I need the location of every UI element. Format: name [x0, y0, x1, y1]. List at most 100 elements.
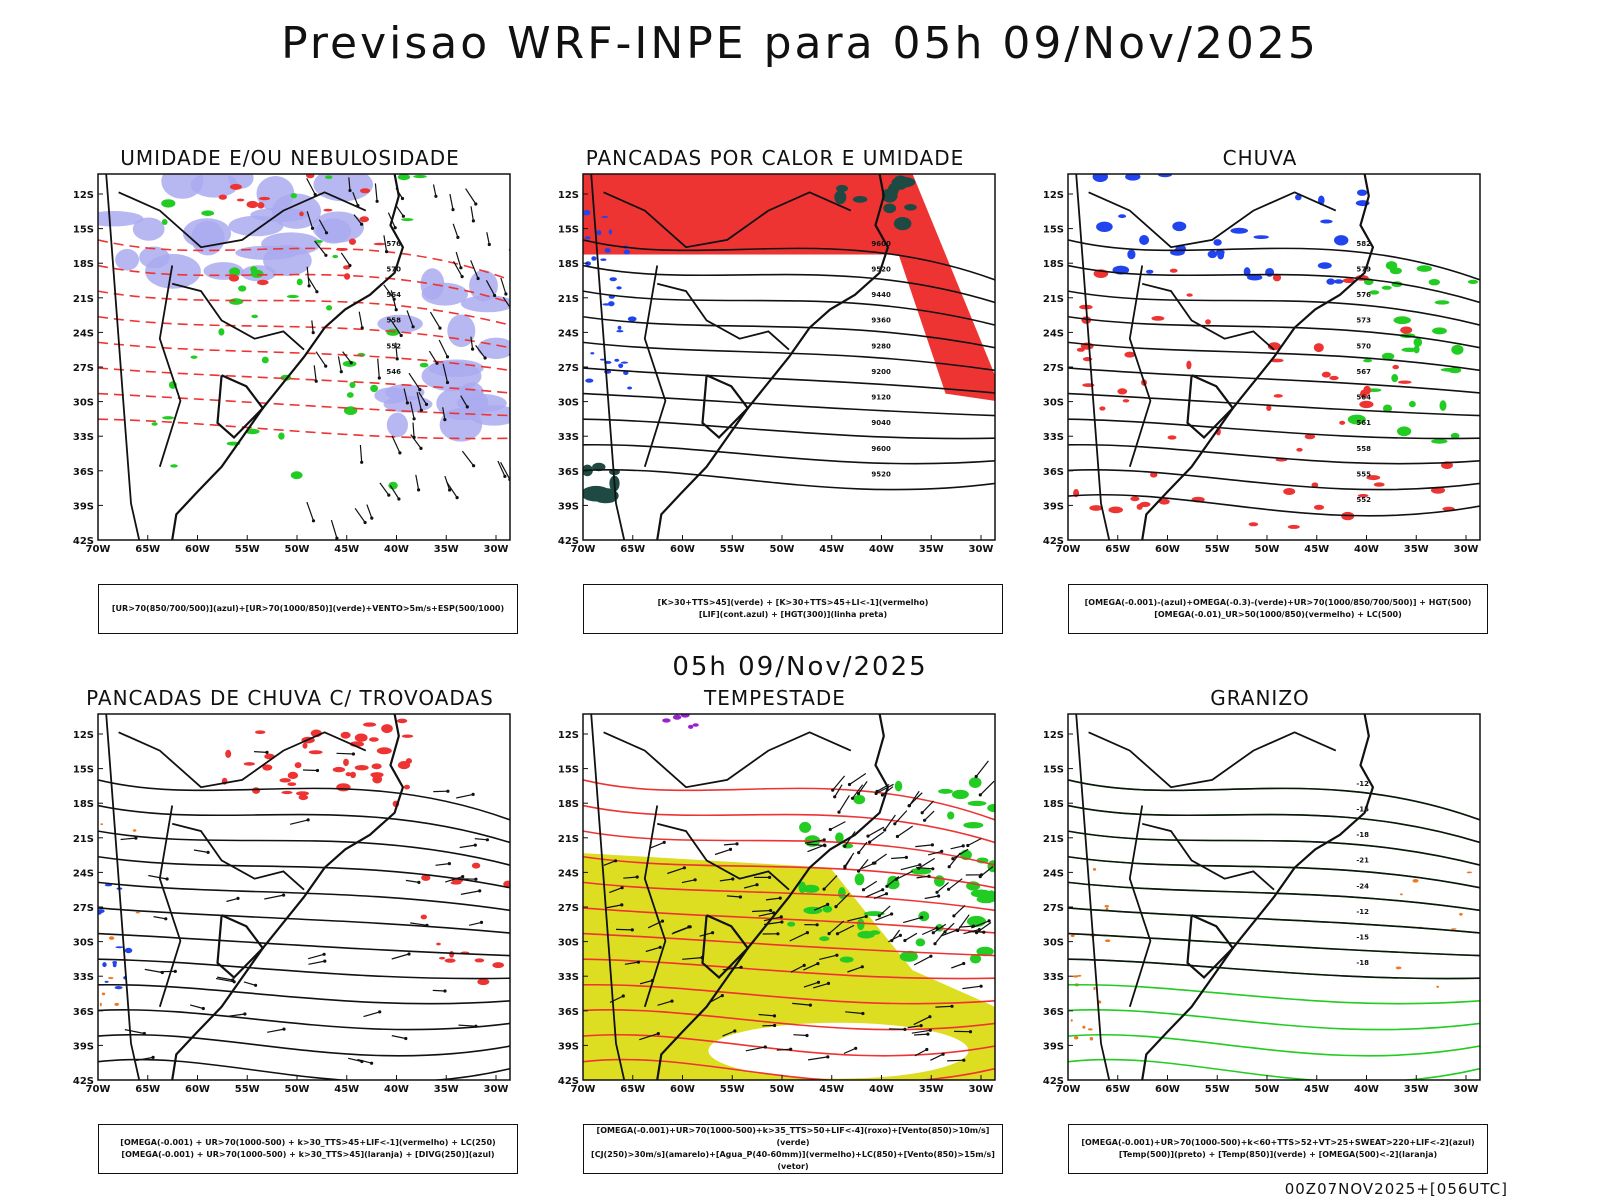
- field-patch: [350, 771, 356, 779]
- wind-vector-head: [941, 1052, 945, 1056]
- isoline: [1068, 932, 1480, 957]
- isoline: [583, 881, 995, 912]
- wind-vector: [752, 909, 771, 913]
- wind-vector-head: [982, 930, 986, 934]
- wind-vector: [944, 922, 955, 933]
- field-patch: [1347, 414, 1366, 425]
- field-patch: [281, 790, 293, 795]
- contour-label: 573: [1356, 317, 1371, 325]
- wind-vector: [313, 365, 317, 382]
- wind-vector-head: [282, 1027, 286, 1031]
- wind-vector: [948, 878, 963, 890]
- wind-vector-head: [937, 894, 941, 898]
- lat-label: 21S: [558, 294, 579, 305]
- wind-vector: [314, 240, 327, 256]
- wind-vector: [924, 810, 935, 821]
- isoline: [98, 779, 510, 821]
- wind-vector-head: [474, 1024, 478, 1028]
- wind-vector: [819, 954, 838, 960]
- field-patch: [891, 176, 916, 188]
- wind-vector-head: [935, 926, 939, 930]
- field-patch: [1416, 265, 1432, 272]
- lat-label: 39S: [73, 501, 94, 512]
- field-patch: [1105, 939, 1111, 942]
- wind-vector-head: [903, 1027, 907, 1031]
- wind-vector: [863, 880, 878, 891]
- field-patch: [312, 211, 364, 243]
- field-patch: [1169, 268, 1178, 273]
- wind-vector-head: [828, 827, 832, 832]
- wind-vector: [765, 897, 781, 901]
- field-patch: [1381, 285, 1392, 290]
- isoline: [583, 341, 995, 372]
- field-patch: [449, 951, 455, 958]
- lat-label: 33S: [1043, 432, 1064, 443]
- wind-vector: [714, 848, 731, 856]
- coastline: [1141, 714, 1375, 1080]
- wind-vector: [318, 219, 328, 234]
- field-patch: [1466, 871, 1472, 874]
- field-patch: [1072, 975, 1079, 978]
- field-patch: [1357, 494, 1369, 498]
- isoline: [1068, 315, 1480, 349]
- forecast-map: 9600952094409360928092009120904096009520…: [558, 173, 996, 555]
- wind-vector-head: [265, 750, 269, 754]
- map-frame: [582, 173, 996, 541]
- contour-label: 561: [1356, 419, 1371, 427]
- wind-vector-head: [349, 361, 353, 365]
- field-patch: [114, 1002, 119, 1006]
- wind-vector: [979, 866, 994, 878]
- isoline: [1068, 443, 1480, 465]
- wind-vector: [745, 1046, 766, 1052]
- lat-label: 30S: [1043, 938, 1064, 949]
- field-patch: [132, 217, 165, 241]
- wind-vector: [352, 191, 359, 206]
- wind-vector-head: [789, 1047, 793, 1051]
- wind-vector-head: [952, 914, 956, 918]
- wind-vector-head: [962, 961, 966, 966]
- border-uruguay: [1186, 374, 1235, 440]
- wind-vector-head: [363, 520, 367, 525]
- wind-vector: [470, 336, 474, 350]
- wind-vector-head: [360, 222, 364, 226]
- field-patch: [420, 268, 445, 300]
- legend-box: [K>30+TTS>45](verde) + [K>30+TTS>45+LI<-…: [583, 584, 1003, 634]
- isoline: [583, 804, 995, 844]
- wind-vector: [843, 1047, 856, 1055]
- wind-vector: [306, 501, 315, 521]
- wind-vector-head: [435, 361, 439, 365]
- wind-vector: [264, 894, 284, 900]
- wind-vector: [967, 837, 982, 847]
- field-patch: [1158, 174, 1172, 178]
- border-uruguay: [701, 374, 750, 440]
- lat-label: 33S: [1043, 972, 1064, 983]
- lat-label: 12S: [73, 190, 94, 201]
- field-patch: [1317, 262, 1332, 269]
- lat-label: 36S: [558, 467, 579, 478]
- legend-line: [CJ(250)>30m/s](amarelo)+[Agua_P(40-60mm…: [591, 1150, 995, 1171]
- field-patch: [1459, 912, 1463, 916]
- isoline: [1068, 493, 1480, 517]
- wind-vector-head: [779, 915, 783, 919]
- wind-vector-head: [514, 364, 517, 367]
- lon-label: 70W: [571, 544, 596, 555]
- wind-vector: [497, 460, 506, 477]
- field-patch: [98, 909, 105, 914]
- wind-vector: [924, 895, 939, 900]
- wind-vector-head: [670, 999, 674, 1003]
- jet-gap: [708, 1022, 969, 1079]
- field-patch: [228, 274, 240, 282]
- field-patch: [1122, 399, 1130, 403]
- field-patch: [618, 363, 624, 369]
- wind-vector-head: [693, 878, 697, 882]
- wind-vector: [348, 1057, 363, 1063]
- wind-vector: [875, 913, 892, 921]
- wind-vector-head: [660, 919, 665, 923]
- border-north: [1088, 191, 1337, 249]
- border-north: [118, 191, 367, 249]
- wind-vector-head: [311, 519, 316, 523]
- isoline: [98, 1058, 510, 1080]
- wind-vector: [336, 752, 354, 755]
- field-patch: [1186, 360, 1192, 370]
- field-patch: [124, 947, 133, 954]
